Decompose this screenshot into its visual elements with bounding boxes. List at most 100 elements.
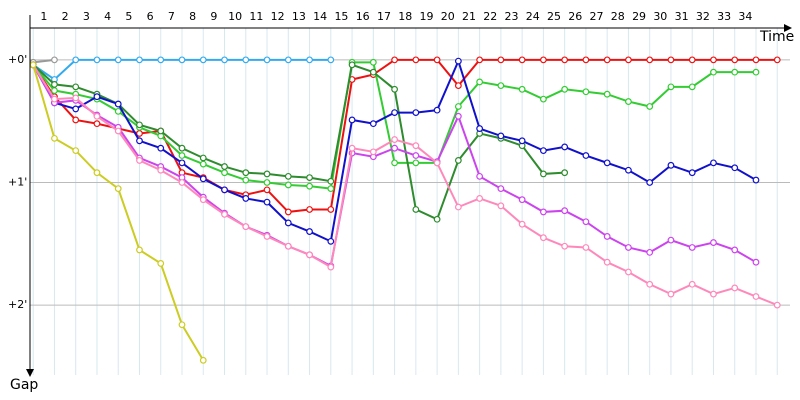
x-tick-label: 33	[717, 10, 731, 23]
data-point	[603, 159, 611, 167]
data-point	[242, 56, 250, 64]
data-point	[646, 248, 654, 256]
x-tick-label: 12	[271, 10, 285, 23]
x-tick-label: 8	[189, 10, 196, 23]
data-point	[731, 284, 739, 292]
x-tick-label: 16	[356, 10, 370, 23]
data-point	[497, 132, 505, 140]
data-point	[327, 177, 335, 185]
data-point	[667, 83, 675, 91]
data-point	[667, 290, 675, 298]
data-point	[710, 159, 717, 167]
data-point	[476, 172, 484, 180]
data-point	[284, 219, 292, 227]
data-point	[157, 127, 165, 135]
data-point	[348, 61, 356, 69]
data-point	[221, 186, 228, 194]
data-point	[51, 81, 58, 88]
series-line	[32, 63, 565, 221]
data-point	[646, 179, 654, 186]
data-point	[412, 206, 420, 213]
data-point	[369, 58, 377, 66]
x-tick-label: 15	[334, 10, 348, 23]
data-point	[93, 93, 101, 101]
x-tick-label: 28	[611, 10, 625, 23]
data-point	[327, 237, 335, 245]
data-point	[688, 169, 696, 177]
data-point	[284, 181, 292, 189]
data-point	[625, 244, 632, 251]
data-point	[688, 56, 696, 64]
x-tick-label: 1	[40, 10, 47, 23]
series-line	[33, 58, 55, 64]
data-point	[306, 251, 313, 259]
data-point	[29, 61, 37, 69]
data-point	[646, 280, 654, 288]
data-point	[476, 78, 484, 86]
data-point	[51, 56, 58, 64]
data-point	[752, 258, 760, 266]
x-tick-label: 20	[441, 10, 455, 23]
data-point	[518, 137, 526, 145]
data-point	[667, 56, 675, 64]
data-point	[539, 147, 547, 155]
data-point	[93, 120, 101, 128]
data-point	[263, 56, 271, 64]
data-point	[752, 68, 760, 76]
data-point	[136, 121, 143, 129]
data-point	[178, 144, 186, 152]
data-point	[603, 258, 611, 266]
x-tick-label: 17	[377, 10, 391, 23]
data-point	[539, 170, 547, 178]
data-point	[731, 164, 739, 172]
data-point	[327, 206, 335, 213]
data-point	[263, 198, 271, 206]
data-point	[114, 100, 122, 108]
data-point	[688, 280, 696, 288]
data-point	[773, 301, 781, 309]
x-tick-label: 9	[210, 10, 217, 23]
data-point	[178, 56, 186, 64]
data-point	[412, 159, 420, 167]
data-point	[625, 166, 632, 174]
data-point	[561, 242, 569, 250]
data-point	[433, 159, 441, 167]
data-point	[688, 244, 696, 251]
data-point	[306, 182, 313, 190]
x-tick-label: 5	[125, 10, 132, 23]
data-point	[178, 321, 186, 329]
data-point	[752, 176, 760, 184]
data-point	[731, 246, 739, 254]
data-point	[263, 186, 271, 194]
x-tick-label: 24	[526, 10, 540, 23]
data-point	[518, 56, 526, 64]
data-point	[242, 176, 250, 184]
data-point	[391, 109, 398, 117]
data-point	[242, 195, 250, 202]
y-tick-label: +1'	[8, 175, 27, 188]
data-point	[752, 293, 760, 300]
data-point	[136, 157, 143, 164]
data-point	[454, 112, 462, 120]
data-point	[114, 56, 122, 64]
data-point	[518, 220, 526, 228]
data-point	[433, 56, 441, 64]
data-point	[284, 172, 292, 180]
data-point	[497, 56, 505, 64]
data-point	[114, 107, 122, 115]
data-point	[136, 130, 143, 137]
data-point	[284, 208, 292, 216]
data-point	[51, 87, 58, 94]
data-point	[199, 160, 207, 168]
data-point	[561, 169, 569, 177]
data-point	[539, 56, 547, 64]
data-point	[221, 169, 228, 177]
data-point	[263, 179, 271, 186]
x-tick-label: 10	[228, 10, 242, 23]
data-point	[497, 82, 505, 90]
data-point	[327, 263, 335, 271]
data-point	[454, 57, 462, 65]
x-tick-label: 13	[292, 10, 306, 23]
y-axis-label: Gap	[10, 377, 38, 393]
